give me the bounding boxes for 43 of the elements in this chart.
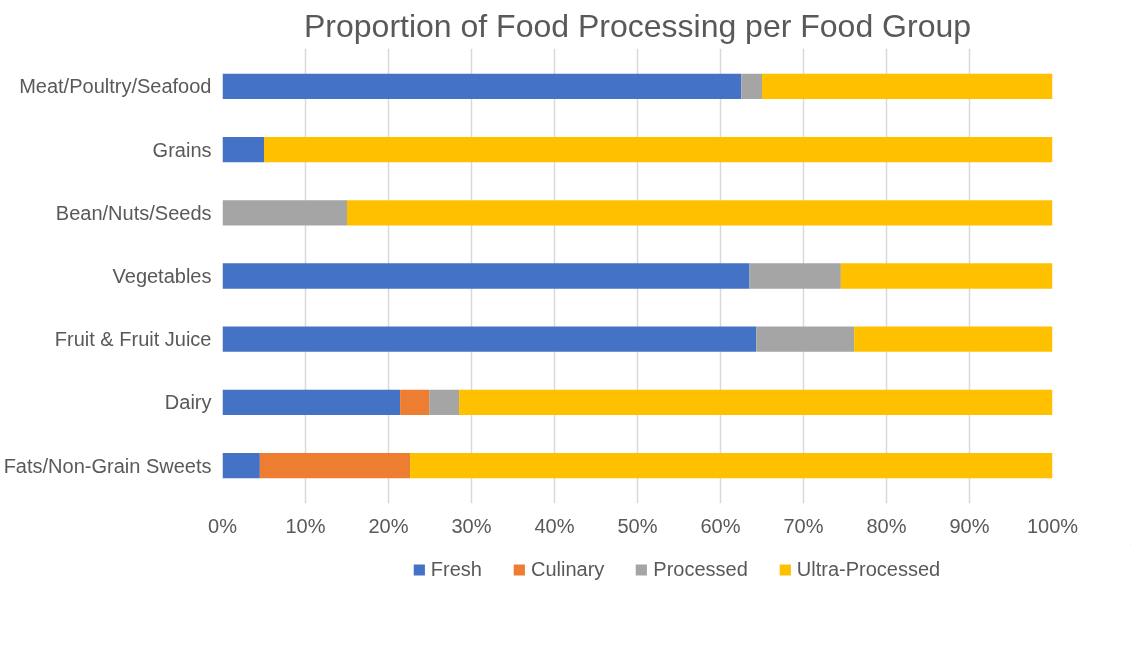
y-tick-label: Meat/Poultry/Seafood xyxy=(19,75,212,98)
x-tick-label: 100% xyxy=(1026,514,1079,537)
bar xyxy=(222,200,347,226)
x-tick-label: 70% xyxy=(783,514,824,537)
bar xyxy=(347,200,1053,226)
legend-label: Processed xyxy=(653,557,748,581)
y-tick-label: Vegetables xyxy=(112,265,212,287)
x-tick-label: 60% xyxy=(700,514,741,537)
bar xyxy=(762,73,1053,100)
y-tick-label: Bean/Nuts/Seeds xyxy=(55,201,212,224)
bar xyxy=(222,73,742,100)
x-tick-label: 90% xyxy=(949,514,990,537)
y-tick-label: Dairy xyxy=(164,391,212,414)
y-tick-label: Fruit & Fruit Juice xyxy=(54,328,212,351)
x-tick-label: 80% xyxy=(866,514,907,537)
bar xyxy=(222,136,264,163)
legend-label: Fresh xyxy=(430,557,482,581)
x-tick-label: 50% xyxy=(617,514,658,537)
x-tick-label: 40% xyxy=(534,514,575,537)
bar xyxy=(259,452,411,479)
y-tick-label: Fats/Non-Grain Sweets xyxy=(3,454,212,477)
bar xyxy=(749,263,841,289)
x-tick-label: 10% xyxy=(285,514,326,537)
legend-label: Ultra-Processed xyxy=(796,557,941,581)
bar xyxy=(854,326,1053,352)
x-tick-label: 30% xyxy=(451,514,492,537)
legend-label: Culinary xyxy=(530,557,605,581)
bar xyxy=(459,389,1053,416)
y-tick-label: Grains xyxy=(152,138,212,161)
bar xyxy=(410,452,1053,479)
bar xyxy=(400,389,430,416)
bar xyxy=(222,452,260,479)
bar xyxy=(741,73,762,100)
bar xyxy=(222,326,757,352)
chart-title: Proportion of Food Processing per Food Group xyxy=(303,7,972,44)
x-tick-label: 20% xyxy=(368,514,409,537)
x-tick-label: 0% xyxy=(208,514,238,537)
bar xyxy=(756,326,855,352)
bar xyxy=(222,389,401,416)
bar xyxy=(222,263,750,289)
bar xyxy=(264,136,1053,163)
bar xyxy=(429,389,460,416)
bar xyxy=(840,263,1053,289)
